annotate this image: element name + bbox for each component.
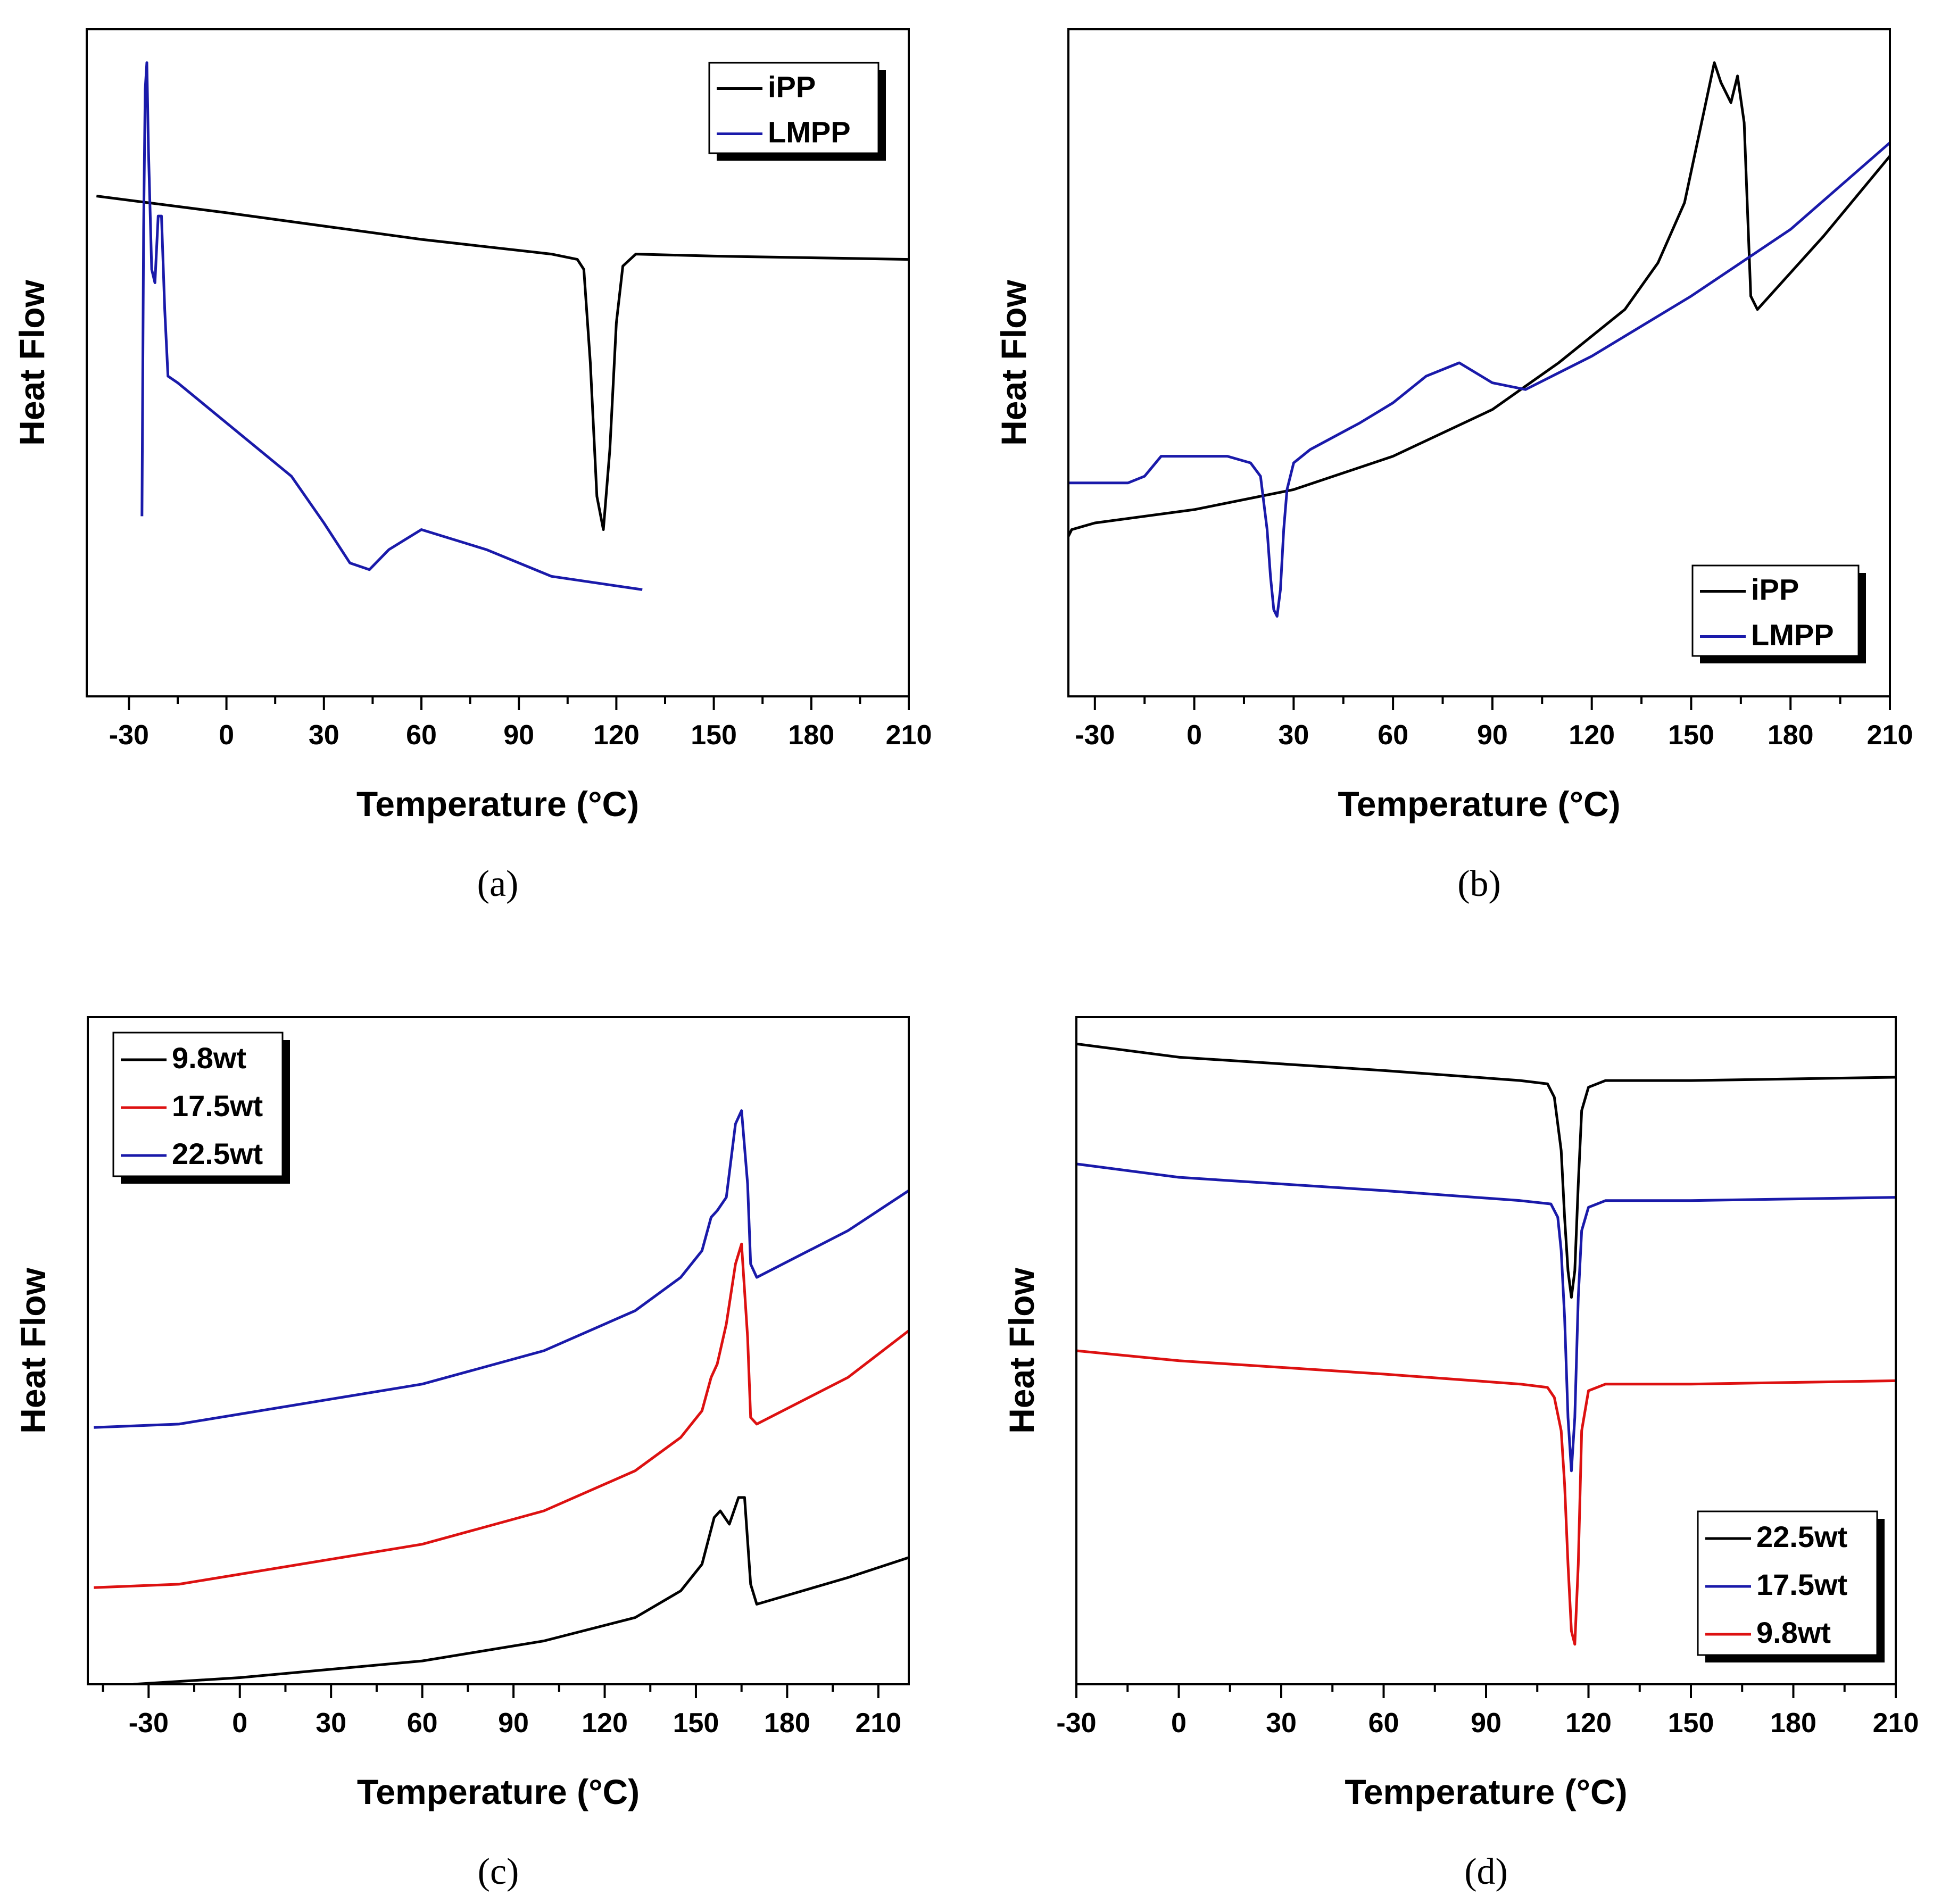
y-axis-title: Heat Flow: [1002, 1267, 1041, 1433]
chart-panel: -30 0 30 60 90 120 150 180 210 Temperature (°C) He…: [1002, 1016, 1919, 1892]
series-line: [1076, 1349, 1896, 1646]
x-tick-label: 180: [764, 1708, 810, 1739]
x-tick-label: 60: [1378, 720, 1408, 751]
x-tick-label: 0: [219, 720, 234, 751]
x-tick-label: -30: [129, 1708, 169, 1739]
x-tick-label: 120: [1569, 720, 1615, 751]
chart-panel: -30 0 30 60 90 120 150 180 210 Temperature (°C) He…: [13, 1016, 910, 1892]
legend-label: iPP: [768, 70, 816, 104]
x-tick-label: 120: [593, 720, 640, 751]
legend-label: 9.8wt: [1756, 1616, 1831, 1649]
x-tick-label: 60: [406, 720, 437, 751]
legend-label: LMPP: [768, 115, 851, 149]
legend-label: 17.5wt: [1756, 1568, 1847, 1601]
x-axis-title: Temperature (°C): [1338, 784, 1620, 824]
panel-label: (c): [478, 1851, 519, 1892]
x-tick-label: 90: [1471, 1708, 1501, 1739]
legend-box: [1691, 564, 1860, 657]
chart-panel: -30 0 30 60 90 120 150 180 210 Temperature (°C) He…: [12, 28, 932, 904]
chart-panel: -30 0 30 60 90 120 150 180 210 Temperature (°C) He…: [994, 28, 1913, 904]
x-tick-label: 90: [503, 720, 534, 751]
series-line: [96, 195, 909, 531]
plot-frame: [86, 28, 910, 697]
x-tick-label: 150: [1668, 720, 1714, 751]
panel-label: (d): [1464, 1851, 1508, 1892]
series-line: [94, 1242, 909, 1589]
series-line: [140, 61, 643, 591]
x-tick-label: -30: [1056, 1708, 1096, 1739]
plot-frame: [87, 1016, 910, 1685]
x-tick-label: 210: [886, 720, 932, 751]
legend-box: [1697, 1510, 1878, 1656]
panel-label: (b): [1457, 863, 1501, 904]
legend: 9.8wt 17.5wt 22.5wt: [112, 1032, 290, 1184]
x-tick-label: 210: [1873, 1708, 1919, 1739]
x-tick-label: 60: [407, 1708, 438, 1739]
x-tick-label: 210: [855, 1708, 901, 1739]
x-tick-label: 30: [1266, 1708, 1297, 1739]
series-line: [1068, 142, 1890, 618]
x-tick-label: 60: [1368, 1708, 1399, 1739]
legend-box: [708, 62, 880, 154]
series-line: [133, 1496, 909, 1684]
y-axis-title: Heat Flow: [12, 279, 52, 445]
legend-label: 17.5wt: [172, 1089, 263, 1123]
legend: iPP LMPP: [708, 62, 886, 161]
x-tick-label: 150: [691, 720, 737, 751]
series-line: [1068, 61, 1890, 537]
legend-label: 9.8wt: [172, 1041, 246, 1075]
x-tick-label: 180: [1770, 1708, 1816, 1739]
x-tick-label: 180: [788, 720, 834, 751]
x-tick-label: 0: [1171, 1708, 1187, 1739]
legend-label: 22.5wt: [172, 1137, 263, 1170]
series-line: [1076, 1162, 1896, 1473]
legend: iPP LMPP: [1691, 564, 1866, 663]
legend-label: LMPP: [1751, 618, 1834, 652]
x-tick-label: 0: [1187, 720, 1202, 751]
y-axis-title: Heat Flow: [994, 279, 1033, 445]
x-tick-label: 180: [1768, 720, 1814, 751]
legend-label: iPP: [1751, 573, 1799, 606]
x-tick-label: 0: [232, 1708, 247, 1739]
x-tick-label: 210: [1867, 720, 1913, 751]
x-tick-label: 90: [1477, 720, 1508, 751]
x-tick-label: 90: [498, 1708, 529, 1739]
legend: 22.5wt 17.5wt 9.8wt: [1697, 1510, 1885, 1662]
y-axis-title: Heat Flow: [13, 1267, 53, 1433]
series-line: [1076, 1042, 1896, 1299]
legend-box: [112, 1032, 284, 1177]
series-line: [94, 1109, 909, 1429]
x-tick-label: 30: [1278, 720, 1309, 751]
x-tick-label: 30: [316, 1708, 346, 1739]
x-tick-label: -30: [1075, 720, 1115, 751]
x-axis-title: Temperature (°C): [356, 784, 639, 824]
x-axis-title: Temperature (°C): [357, 1772, 640, 1811]
x-tick-label: 120: [1565, 1708, 1612, 1739]
panel-label: (a): [477, 863, 519, 904]
x-tick-label: 150: [1668, 1708, 1714, 1739]
x-tick-label: 30: [309, 720, 339, 751]
x-tick-label: 120: [582, 1708, 628, 1739]
plot-frame: [1067, 28, 1891, 697]
x-axis-title: Temperature (°C): [1345, 1772, 1627, 1811]
x-tick-label: -30: [109, 720, 149, 751]
legend-label: 22.5wt: [1756, 1520, 1847, 1553]
x-tick-label: 150: [673, 1708, 719, 1739]
